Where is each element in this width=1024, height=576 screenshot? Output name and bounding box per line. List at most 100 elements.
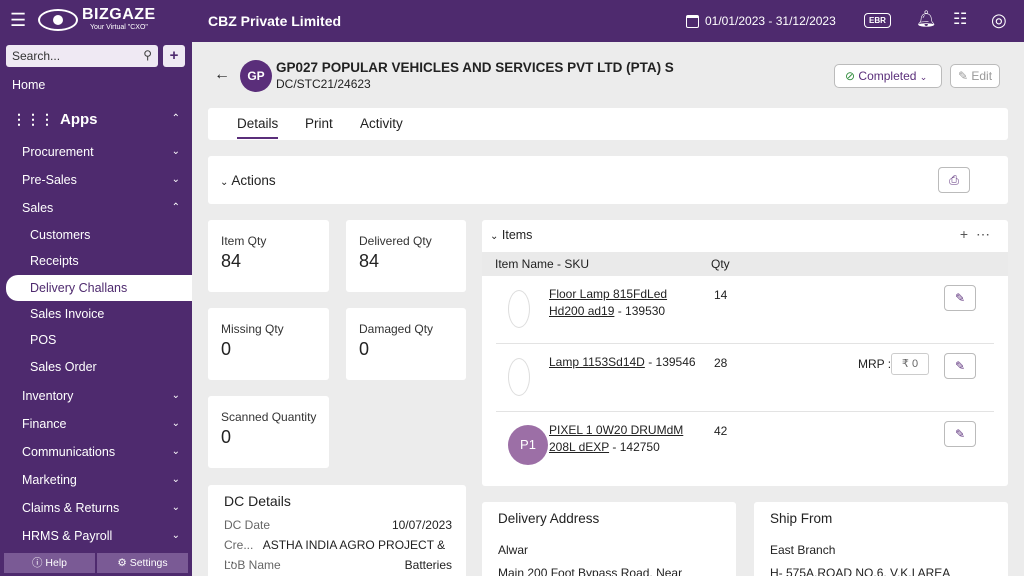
more-icon[interactable]: ⋯ — [976, 226, 998, 242]
sidebar-item-label: Sales Invoice — [30, 307, 105, 321]
item-image — [508, 358, 530, 396]
column-header-name: Item Name - SKU — [495, 257, 590, 271]
ship-from-title: Ship From — [770, 511, 833, 526]
items-toolbar: +⋯ — [960, 226, 998, 243]
ebr-button[interactable]: EBR — [864, 13, 891, 28]
kpi-missing-qty: Missing Qty 0 — [208, 308, 329, 380]
search-placeholder: Search... — [12, 49, 61, 63]
actions-panel: ⌄ Actions ⎙ — [208, 156, 1008, 204]
mrp-input[interactable]: ₹ 0 — [891, 353, 929, 375]
sidebar-item-label: Procurement — [22, 145, 94, 159]
sidebar-item-finance[interactable]: Finance ⌄ — [0, 411, 192, 437]
sidebar-item-label: Home — [12, 78, 46, 92]
dc-details-title: DC Details — [224, 493, 291, 509]
sidebar-item-procurement[interactable]: Procurement ⌄ — [0, 139, 192, 165]
sidebar-item-delivery-challans[interactable]: Delivery Challans — [6, 275, 192, 301]
sidebar-item-claims-returns[interactable]: Claims & Returns ⌄ — [0, 495, 192, 521]
ship-from-line: H- 575A,ROAD NO.6, V.K.I AREA — [770, 566, 951, 576]
status-dropdown[interactable]: ⊘ Completed ⌄ — [834, 64, 942, 88]
menu-icon[interactable]: ☰ — [10, 10, 27, 30]
column-header-qty: Qty — [711, 257, 730, 271]
chevron-up-icon[interactable]: ⌃ — [171, 113, 180, 124]
logo[interactable]: BIZGAZE Your Virtual "CXO" — [38, 7, 156, 32]
edit-label: Edit — [971, 69, 993, 83]
dc-detail-value: ASTHA INDIA AGRO PROJECT & ... — [224, 538, 446, 566]
bell-icon[interactable]: 🔔︎ — [916, 11, 937, 28]
settings-button[interactable]: ⚙ Settings — [97, 553, 188, 573]
table-row: P1 PIXEL 1 0W20 DRUMdM 208L dEXP - 14275… — [482, 412, 1008, 480]
sidebar-item-sales-order[interactable]: Sales Order — [0, 354, 192, 380]
back-arrow-icon[interactable]: ← — [214, 66, 230, 83]
chevron-down-icon: ⌄ — [220, 177, 229, 188]
chevron-down-icon: ⌄ — [171, 418, 180, 429]
search-input[interactable]: Search... ⚲ — [6, 45, 158, 67]
edit-item-button[interactable]: ✎ — [944, 285, 976, 311]
chevron-down-icon: ⌄ — [171, 390, 180, 401]
chevron-down-icon: ⌄ — [171, 146, 180, 157]
sidebar-item-home[interactable]: Home — [0, 72, 192, 98]
tab-activity[interactable]: Activity — [360, 116, 403, 131]
chevron-down-icon: ⌄ — [171, 502, 180, 513]
chevron-down-icon: ⌄ — [171, 174, 180, 185]
company-name[interactable]: CBZ Private Limited — [208, 13, 342, 29]
item-avatar: P1 — [508, 425, 548, 465]
table-row — [496, 344, 994, 412]
sidebar-item-inventory[interactable]: Inventory ⌄ — [0, 383, 192, 409]
item-link[interactable]: Hd200 ad19 — [549, 304, 615, 318]
sidebar-item-pos[interactable]: POS — [0, 327, 192, 353]
kpi-label: Scanned Quantity — [221, 410, 317, 424]
edit-button[interactable]: ✎ Edit — [950, 64, 1000, 88]
sidebar-item-label: Pre-Sales — [22, 173, 77, 187]
sidebar-item-communications[interactable]: Communications ⌄ — [0, 439, 192, 465]
sidebar-item-sales-invoice[interactable]: Sales Invoice — [0, 301, 192, 327]
sidebar-item-marketing[interactable]: Marketing ⌄ — [0, 467, 192, 493]
item-link[interactable]: Lamp 1153Sd14D — [549, 355, 645, 369]
item-link[interactable]: Floor Lamp 815FdLed — [549, 287, 668, 301]
item-link[interactable]: PIXEL 1 0W20 DRUMdM — [549, 423, 684, 437]
kpi-value: 0 — [221, 427, 232, 447]
dc-detail-value: 10/07/2023 — [391, 518, 452, 532]
tab-bar: Details Print Activity — [208, 108, 1008, 140]
table-row — [496, 276, 994, 344]
kpi-item-qty: Item Qty 84 — [208, 220, 329, 292]
sidebar-apps-header[interactable]: ⋮⋮⋮ Apps — [12, 111, 98, 128]
tab-print[interactable]: Print — [305, 116, 333, 131]
chevron-up-icon: ⌃ — [171, 202, 180, 213]
pencil-icon: ✎ — [957, 69, 969, 83]
add-button[interactable]: + — [163, 45, 185, 67]
sidebar-item-label: Delivery Challans — [30, 281, 128, 295]
sidebar-item-receipts[interactable]: Receipts — [0, 248, 192, 274]
pencil-icon: ✎ — [954, 291, 966, 305]
kpi-delivered-qty: Delivered Qty 84 — [346, 220, 466, 292]
document-number: DC/STC21/24623 — [276, 77, 371, 91]
items-column-header: Item Name - SKU Qty — [482, 252, 1008, 276]
kpi-damaged-qty: Damaged Qty 0 — [346, 308, 466, 380]
item-link[interactable]: 208L dEXP — [549, 440, 610, 454]
gear-icon: ⚙ — [117, 557, 127, 569]
pencil-icon: ✎ — [954, 427, 966, 441]
edit-item-button[interactable]: ✎ — [944, 421, 976, 447]
list-icon[interactable]: ☷ — [953, 11, 968, 28]
ship-from-line: East Branch — [770, 543, 836, 557]
date-range-picker[interactable]: 01/01/2023 - 31/12/2023 — [686, 14, 836, 28]
help-label: Help — [45, 557, 68, 569]
help-button[interactable]: ⓘ Help — [4, 553, 95, 573]
kpi-label: Damaged Qty — [359, 322, 434, 336]
plus-icon[interactable]: + — [959, 226, 976, 242]
edit-item-button[interactable]: ✎ — [944, 353, 976, 379]
sidebar-item-label: Sales Order — [30, 360, 97, 374]
sidebar-item-hrms-payroll[interactable]: HRMS & Payroll ⌄ — [0, 523, 192, 549]
apps-label: Apps — [60, 111, 98, 128]
actions-toggle[interactable]: ⌄ Actions — [220, 173, 276, 188]
chevron-down-icon: ⌄ — [171, 530, 180, 541]
sidebar-item-pre-sales[interactable]: Pre-Sales ⌄ — [0, 167, 192, 193]
tab-details[interactable]: Details — [237, 116, 279, 139]
sidebar-item-label: Claims & Returns — [22, 501, 120, 515]
items-toggle[interactable]: ⌄ Items — [490, 228, 532, 242]
sidebar-item-sales[interactable]: Sales ⌃ — [0, 195, 192, 221]
search-icon[interactable]: ⚲ — [143, 48, 152, 62]
user-circle-icon[interactable]: ◎ — [991, 10, 1007, 30]
ship-from-panel: Ship From East Branch H- 575A,ROAD NO.6,… — [754, 502, 1008, 576]
sidebar-item-customers[interactable]: Customers — [0, 222, 192, 248]
print-button[interactable]: ⎙ — [938, 167, 970, 193]
